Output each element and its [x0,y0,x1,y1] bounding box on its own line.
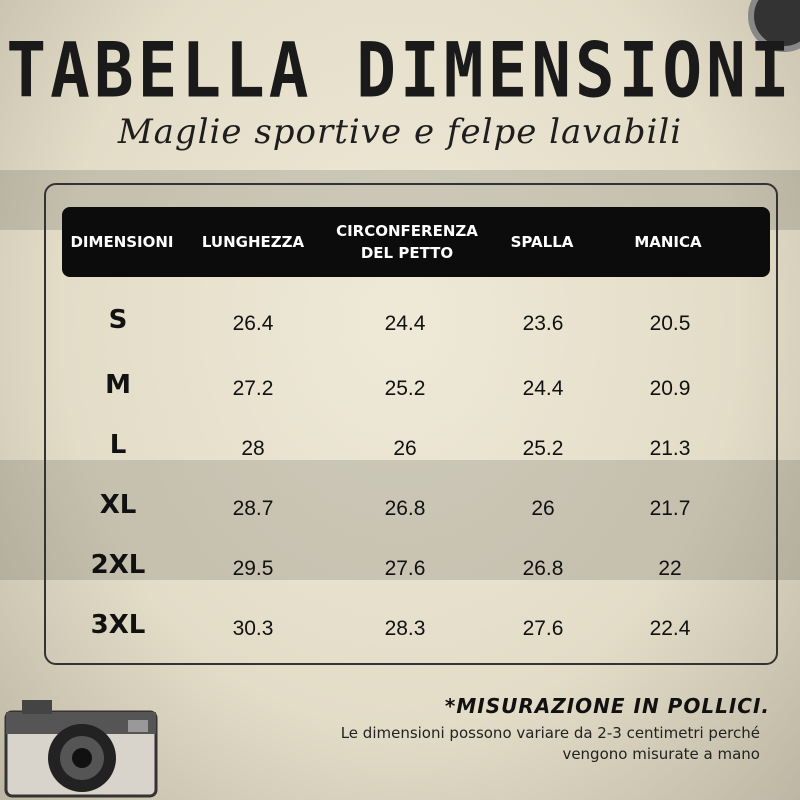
header-lunghezza: LUNGHEZZA [201,233,305,251]
table-cell: 24.4 [522,377,564,400]
table-cell: 23.6 [522,312,564,335]
table-cell: 26.4 [232,312,274,335]
header-circonferenza: CIRCONFERENZA DEL PETTO [336,222,478,262]
table-cell: 22 [658,557,682,580]
table-cell: 21.7 [649,497,691,520]
table-cell: 26.8 [384,497,426,520]
table-cell: 21.3 [649,437,691,460]
table-cell: 20.5 [649,312,691,335]
table-cell: 22.4 [649,617,691,640]
table-cell: 27.6 [384,557,426,580]
size-label: M [105,370,131,400]
size-label: S [108,305,128,335]
header-dimensioni: DIMENSIONI [70,233,174,251]
table-cell: 26 [531,497,555,520]
camera-icon [4,700,158,798]
header-manica: MANICA [634,233,702,251]
table-cell: 20.9 [649,377,691,400]
measurement-disclaimer: Le dimensioni possono variare da 2-3 cen… [340,724,760,763]
page-subtitle: Maglie sportive e felpe lavabili [117,112,683,152]
size-label: XL [99,490,137,520]
size-label: 2XL [90,550,146,580]
table-cell: 29.5 [232,557,274,580]
table-cell: 30.3 [232,617,274,640]
size-label: L [109,430,127,460]
table-cell: 27.6 [522,617,564,640]
page-title: TABELLA DIMENSIONI [6,26,794,115]
table-cell: 25.2 [522,437,564,460]
size-table-frame [44,183,778,665]
table-cell: 28 [241,437,265,460]
table-cell: 27.2 [232,377,274,400]
header-spalla: SPALLA [510,233,574,251]
background-stripe [0,460,800,580]
table-cell: 26.8 [522,557,564,580]
table-cell: 24.4 [384,312,426,335]
measurement-unit-note: *MISURAZIONE IN POLLICI. [444,694,770,718]
table-header: DIMENSIONI LUNGHEZZA CIRCONFERENZA DEL P… [62,207,770,277]
size-label: 3XL [90,610,146,640]
table-cell: 26 [393,437,417,460]
table-cell: 28.3 [384,617,426,640]
table-cell: 25.2 [384,377,426,400]
table-cell: 28.7 [232,497,274,520]
